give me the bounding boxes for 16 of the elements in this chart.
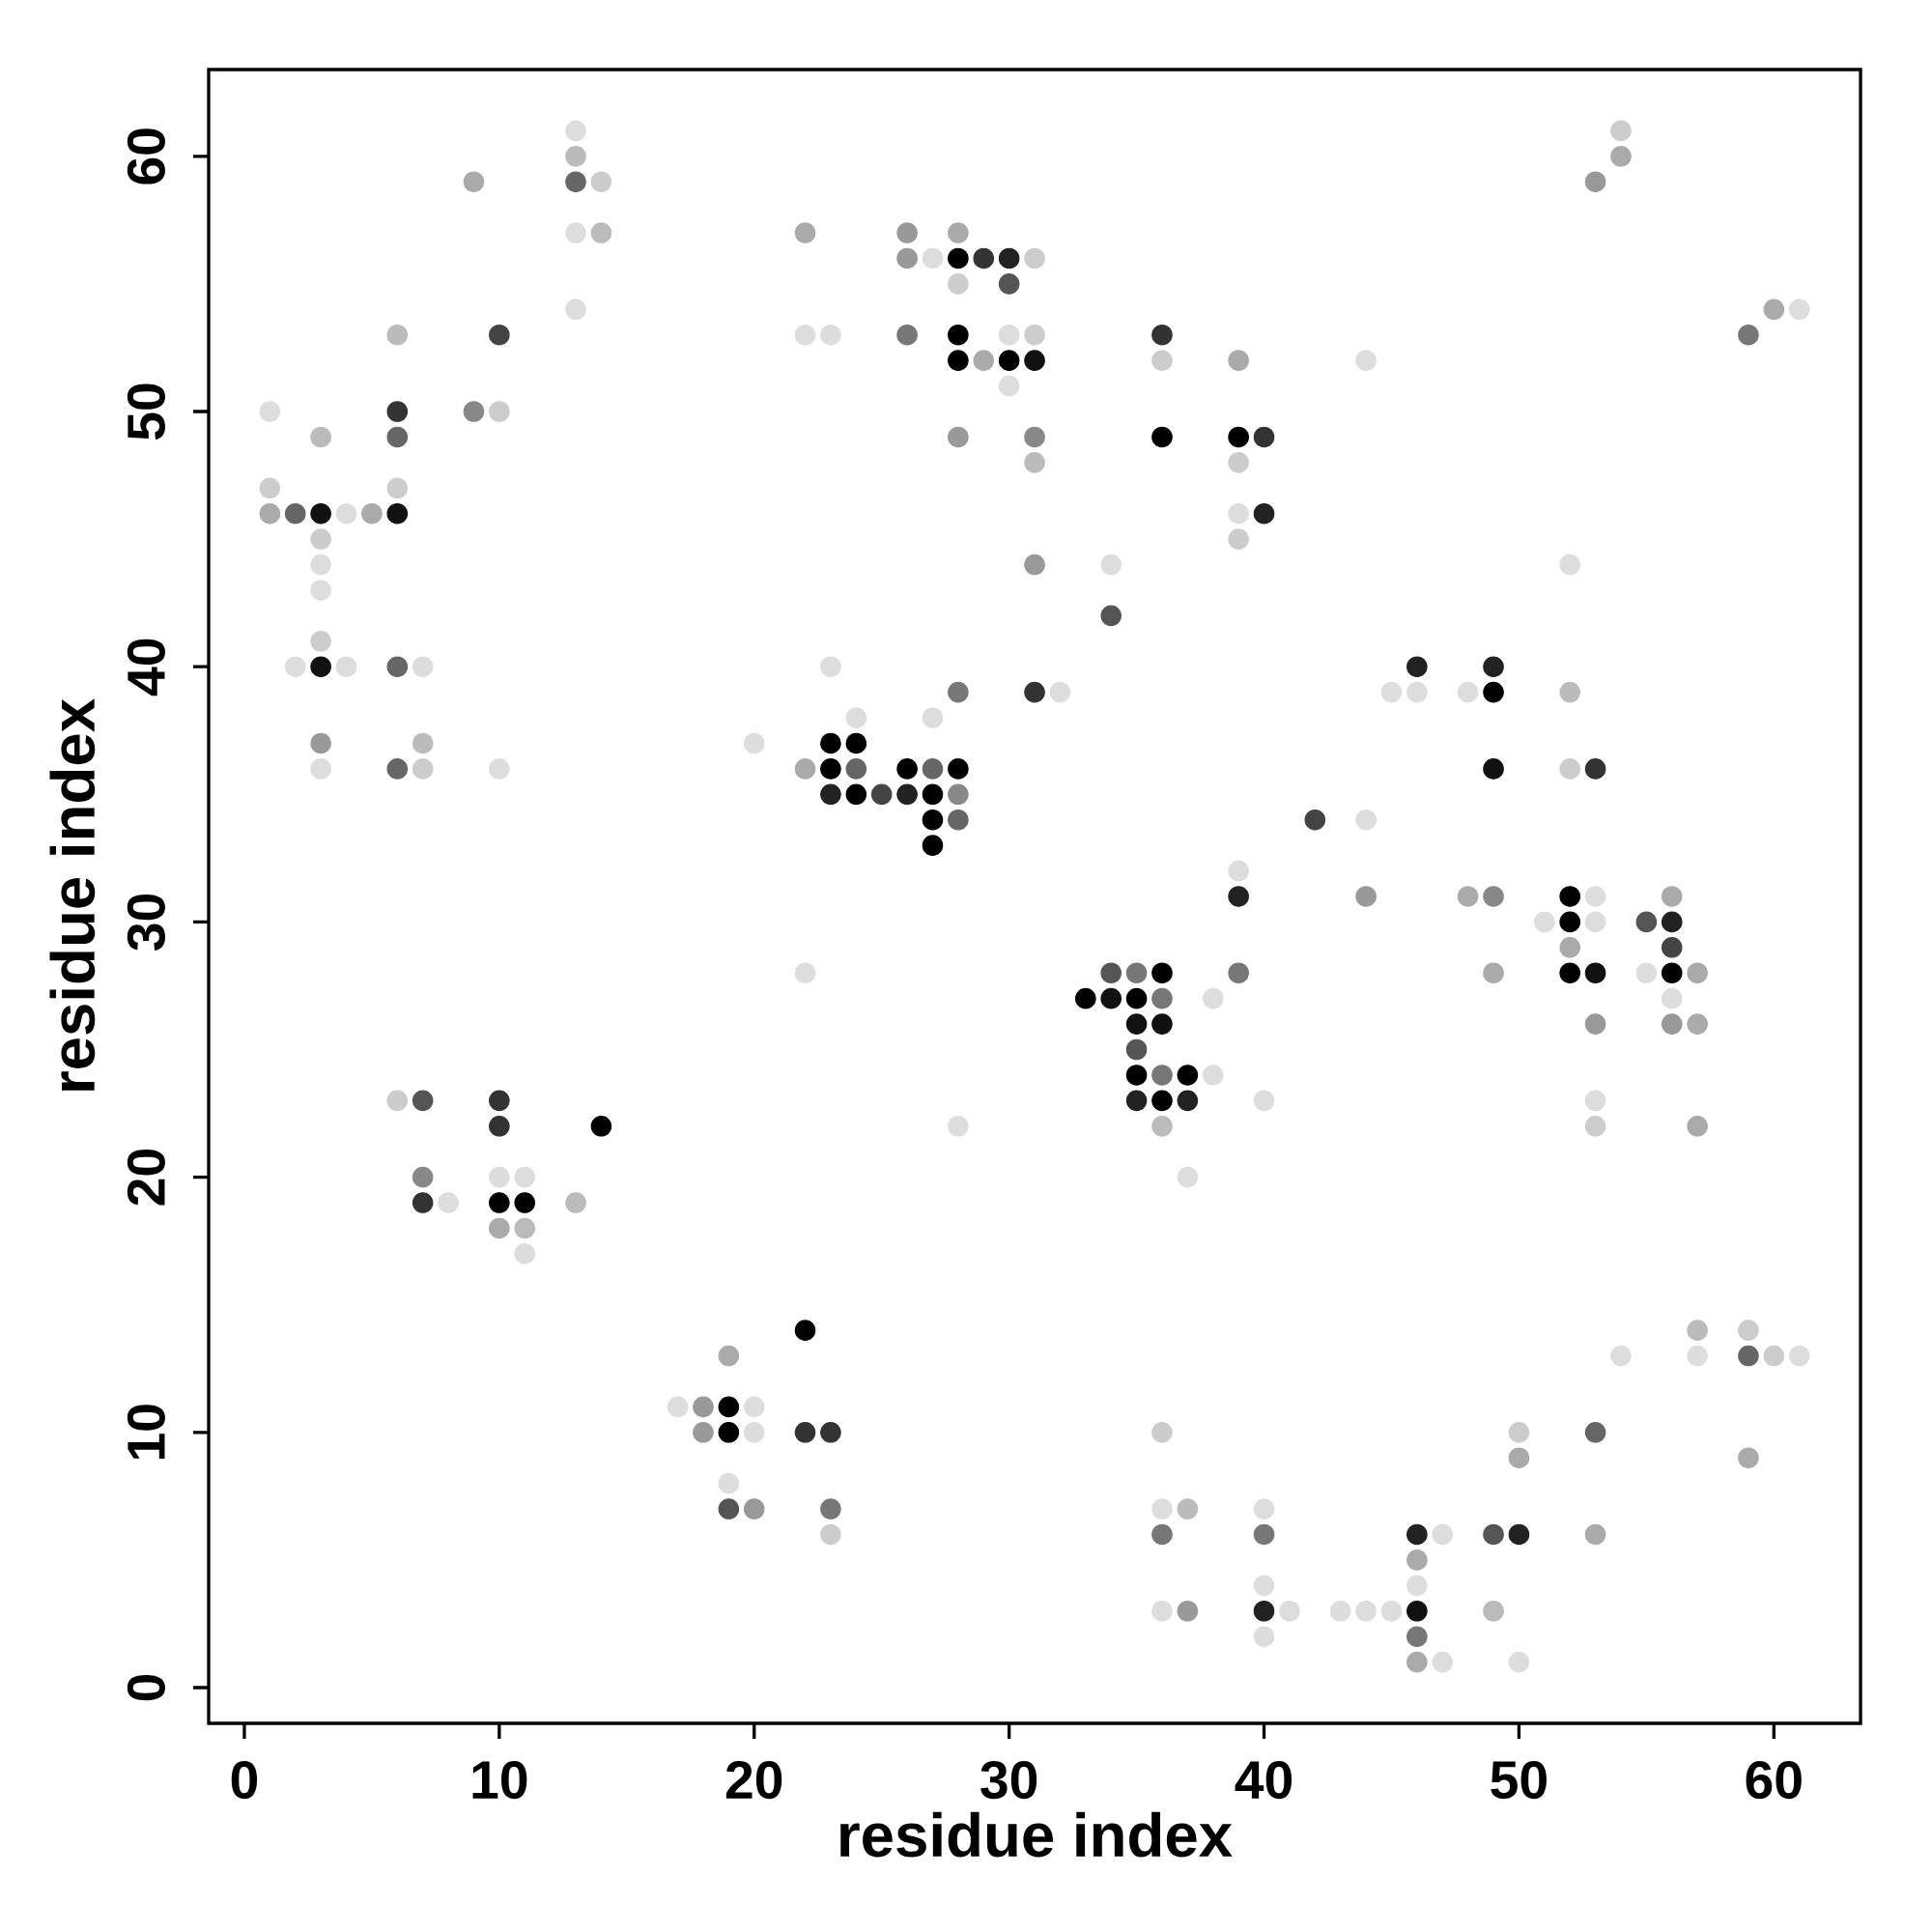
x-tick-label: 30: [980, 1761, 1037, 1800]
y-tick-label: 0: [127, 1674, 165, 1701]
x-tick-label: 50: [1491, 1761, 1547, 1800]
x-tick-label: 40: [1235, 1761, 1293, 1800]
y-tick-label: 60: [127, 128, 165, 185]
x-tick-label: 20: [725, 1761, 782, 1800]
x-tick-label: 0: [231, 1761, 258, 1800]
y-axis-title: residue index: [49, 698, 96, 1091]
y-tick-label: 10: [127, 1405, 165, 1460]
y-tick-label: 30: [127, 894, 165, 951]
y-tick-label: 40: [127, 639, 165, 696]
y-tick-label: 50: [127, 384, 165, 440]
x-tick-label: 10: [472, 1761, 527, 1800]
y-tick-label: 20: [127, 1150, 165, 1206]
x-axis-title: residue index: [840, 1811, 1233, 1858]
x-tick-label: 60: [1746, 1761, 1802, 1800]
